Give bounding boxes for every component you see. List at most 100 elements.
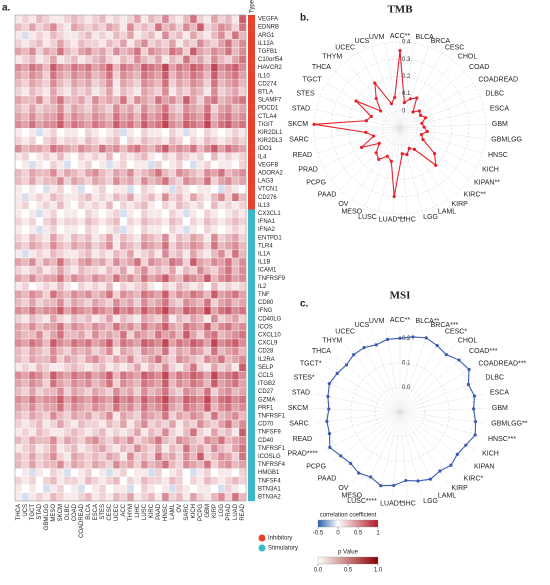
r-tick-label: 0.2 bbox=[402, 336, 411, 342]
category-label: PAAD bbox=[318, 475, 337, 482]
spoke bbox=[351, 411, 401, 484]
heatmap-cell bbox=[238, 484, 247, 494]
heatmap-cell bbox=[77, 152, 86, 161]
colorbar-tick-label: 1.0 bbox=[374, 568, 383, 574]
radar-point bbox=[364, 119, 368, 123]
heatmap-cell bbox=[133, 468, 142, 477]
heatmap-cell bbox=[112, 282, 121, 291]
heatmap-cell bbox=[238, 346, 247, 356]
heatmap-cell bbox=[126, 314, 135, 323]
row-label: TLR4 bbox=[258, 243, 273, 249]
heatmap-cell bbox=[56, 355, 65, 364]
heatmap-cell bbox=[182, 103, 191, 113]
heatmap-cell bbox=[133, 363, 142, 372]
category-label: PRAD bbox=[298, 166, 317, 173]
heatmap-cell bbox=[217, 103, 226, 113]
heatmap-cell bbox=[70, 184, 79, 194]
heatmap-cell bbox=[105, 201, 114, 210]
heatmap-cell bbox=[49, 387, 58, 396]
heatmap-cell bbox=[168, 476, 177, 485]
row-label: CD70 bbox=[258, 422, 274, 428]
heatmap-cell bbox=[14, 306, 23, 315]
heatmap-cell bbox=[231, 355, 240, 364]
heatmap-cell bbox=[203, 144, 212, 153]
heatmap-cell bbox=[168, 492, 177, 502]
heatmap-cell bbox=[105, 233, 114, 242]
row-label: C10orf54 bbox=[258, 57, 283, 63]
category-label: LUAD** bbox=[380, 501, 404, 508]
heatmap-cell bbox=[196, 217, 205, 226]
heatmap-cell bbox=[203, 120, 212, 129]
radar-point bbox=[373, 81, 377, 85]
heatmap-cell bbox=[112, 306, 121, 315]
heatmap-cell bbox=[14, 55, 23, 64]
heatmap-cell bbox=[91, 136, 100, 145]
heatmap-cell bbox=[63, 193, 72, 202]
heatmap-cell bbox=[21, 265, 30, 275]
heatmap-cell bbox=[196, 193, 205, 202]
heatmap-cell bbox=[35, 144, 44, 153]
heatmap-cell bbox=[231, 306, 240, 315]
heatmap-cell bbox=[224, 306, 233, 315]
heatmap-cell bbox=[126, 103, 135, 113]
heatmap-cell bbox=[147, 47, 156, 56]
heatmap-cell bbox=[210, 379, 219, 388]
heatmap-cell bbox=[224, 152, 233, 161]
heatmap-cell bbox=[77, 265, 86, 275]
heatmap-cell bbox=[105, 22, 114, 32]
heatmap-cell bbox=[196, 95, 205, 105]
heatmap-cell bbox=[91, 411, 100, 421]
heatmap-cell bbox=[147, 71, 156, 80]
heatmap-cell bbox=[49, 314, 58, 323]
heatmap-cell bbox=[105, 249, 114, 259]
heatmap-cell bbox=[182, 63, 191, 72]
heatmap-cell bbox=[147, 160, 156, 170]
heatmap-cell bbox=[91, 387, 100, 396]
heatmap-cell bbox=[133, 31, 142, 40]
heatmap-cell bbox=[98, 314, 107, 323]
heatmap-cell bbox=[49, 322, 58, 332]
heatmap-cell bbox=[133, 144, 142, 153]
heatmap-cell bbox=[21, 152, 30, 161]
heatmap-cell bbox=[238, 460, 247, 469]
heatmap-cell bbox=[119, 265, 128, 275]
heatmap-cell bbox=[189, 363, 198, 372]
heatmap-cell bbox=[28, 71, 37, 80]
column-label: THCA bbox=[16, 504, 22, 520]
heatmap-cell bbox=[175, 484, 184, 494]
heatmap-cell bbox=[14, 492, 23, 502]
heatmap-cell bbox=[14, 79, 23, 89]
heatmap-cell bbox=[70, 355, 79, 364]
heatmap-cell bbox=[77, 201, 86, 210]
heatmap-cell bbox=[77, 492, 86, 502]
heatmap-cell bbox=[98, 265, 107, 275]
heatmap-cell bbox=[231, 282, 240, 291]
heatmap-cell bbox=[231, 427, 240, 437]
radar-point bbox=[421, 138, 425, 142]
heatmap-cell bbox=[119, 330, 128, 340]
heatmap-cell bbox=[238, 168, 247, 178]
heatmap-cell bbox=[224, 201, 233, 210]
heatmap-cell bbox=[84, 314, 93, 323]
heatmap-cell bbox=[70, 241, 79, 251]
heatmap-cell bbox=[238, 411, 247, 421]
heatmap-cell bbox=[210, 282, 219, 291]
heatmap-cell bbox=[161, 322, 170, 332]
heatmap-cell bbox=[182, 460, 191, 469]
radar-point bbox=[457, 358, 461, 362]
heatmap-cell bbox=[112, 209, 121, 218]
heatmap-cell bbox=[21, 39, 30, 48]
heatmap-cell bbox=[28, 47, 37, 56]
radar-point bbox=[408, 97, 412, 101]
heatmap-cell bbox=[42, 225, 51, 234]
heatmap-cell bbox=[147, 314, 156, 323]
heatmap-cell bbox=[175, 322, 184, 332]
heatmap-cell bbox=[21, 79, 30, 89]
category-label: SARC bbox=[289, 421, 308, 428]
heatmap-cell bbox=[91, 128, 100, 137]
heatmap-cell bbox=[21, 160, 30, 170]
heatmap-cell bbox=[70, 168, 79, 178]
radar-point bbox=[473, 420, 478, 424]
heatmap-cell bbox=[238, 249, 247, 259]
heatmap-cell bbox=[189, 444, 198, 453]
